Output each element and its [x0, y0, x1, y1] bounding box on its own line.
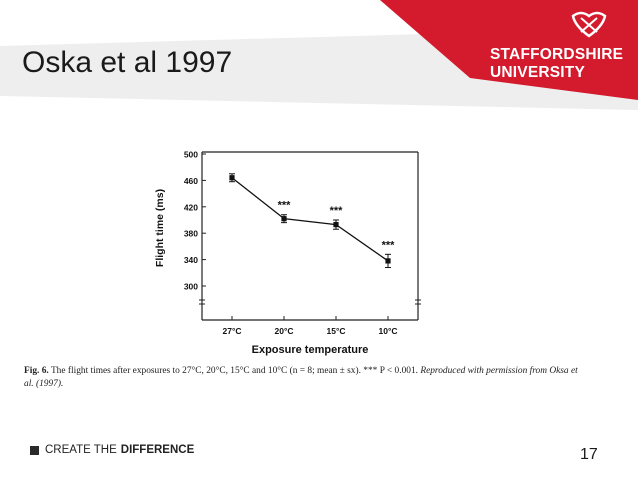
caption-attribution: Reproduced with permission from Oksa et … — [24, 366, 578, 389]
data-point-1 — [281, 216, 287, 222]
x-tick-label-1: 20°C — [275, 326, 294, 336]
y-tick-label-4: 460 — [184, 176, 198, 186]
y-axis-label: Flight time (ms) — [154, 189, 166, 267]
data-point-3 — [385, 258, 391, 264]
y-tick-label-3: 420 — [184, 202, 198, 212]
caption-figure-label: Fig. 6. — [24, 366, 49, 376]
header-banner — [0, 0, 638, 110]
y-tick-label-1: 340 — [184, 255, 198, 265]
university-crest-icon — [571, 11, 607, 38]
y-tick-label-2: 380 — [184, 229, 198, 239]
slide-title: Oska et al 1997 — [22, 46, 233, 79]
data-point-0 — [229, 175, 235, 181]
footer-tagline-prefix: CREATE THE — [45, 444, 117, 456]
y-tick-label-0: 300 — [184, 282, 198, 292]
x-tick-label-3: 10°C — [379, 326, 398, 336]
significance-label-2: *** — [330, 205, 344, 217]
brand-name-line2: UNIVERSITY — [490, 64, 586, 81]
figure-caption: Fig. 6. The flight times after exposures… — [24, 365, 584, 390]
series-line — [231, 177, 389, 262]
y-tick-label-5: 500 — [184, 150, 198, 160]
significance-label-3: *** — [382, 239, 396, 251]
flight-time-chart: Flight time (ms) Exposure temperature 30… — [154, 150, 421, 356]
brand-name-line1: STAFFORDSHIRE — [490, 46, 624, 63]
chart-marks: 300 340 380 420 460 500 27°C 20°C 15°C 10°C *** ***… — [184, 150, 398, 337]
x-tick-label-2: 15°C — [327, 326, 346, 336]
significance-label-1: *** — [278, 200, 292, 212]
chart-frame — [199, 151, 421, 321]
footer-square-icon — [30, 445, 39, 455]
data-point-2 — [333, 222, 339, 228]
caption-text: The flight times after exposures to 27°C… — [50, 366, 418, 376]
x-axis-label: Exposure temperature — [252, 344, 369, 356]
page-number: 17 — [580, 446, 598, 463]
x-tick-label-0: 27°C — [223, 326, 242, 336]
footer-tagline-emphasis: DIFFERENCE — [120, 444, 195, 456]
footer-tagline: CREATE THE DIFFERENCE — [30, 444, 194, 456]
